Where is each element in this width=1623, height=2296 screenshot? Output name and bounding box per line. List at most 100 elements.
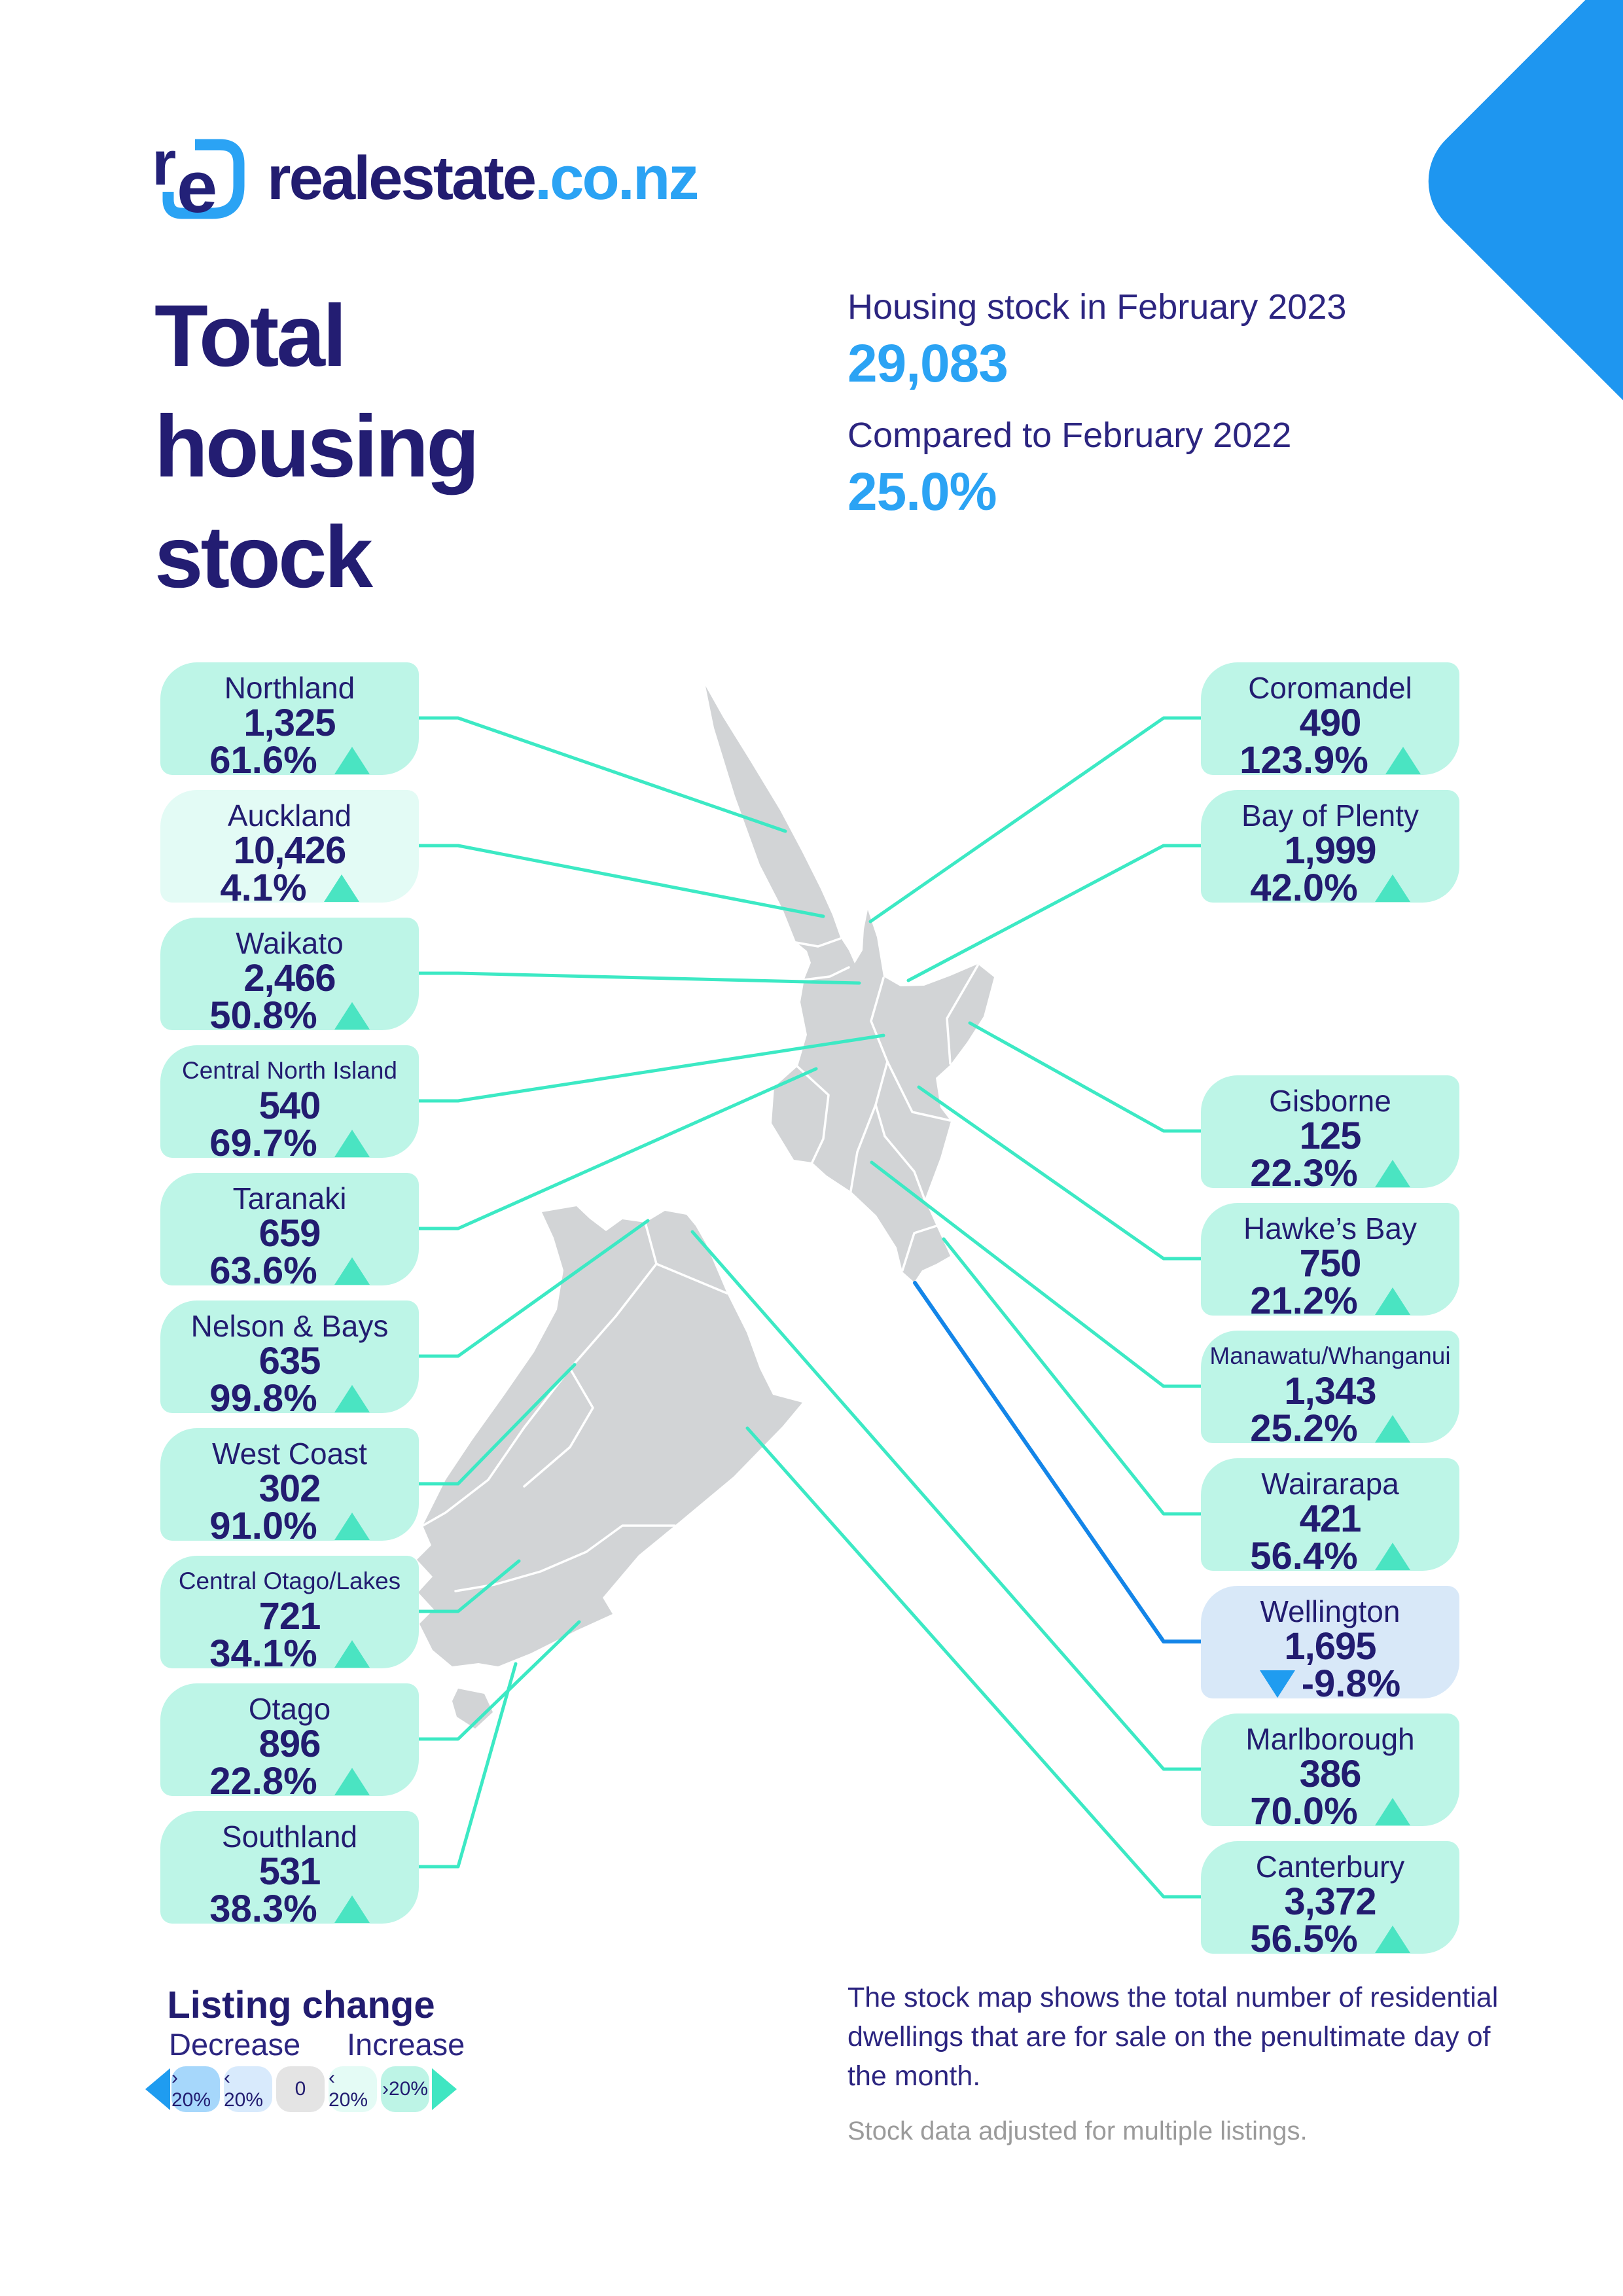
increase-triangle-icon [1374,1287,1410,1315]
region-stock-value: 659 [259,1212,321,1255]
brand-tld: .co.nz [534,143,699,212]
legend-decrease-label: Decrease [169,2027,301,2062]
region-stock-value: 1,695 [1284,1625,1376,1668]
compare-label: Compared to February 2022 [847,416,1292,455]
increase-triangle-icon [334,1895,370,1923]
region-change: 99.8% [160,1380,419,1418]
region-card-auckland: Auckland 10,426 4.1% [160,790,419,907]
increase-triangle-icon [334,1385,370,1412]
headline-stats: Housing stock in February 2023 29,083 Co… [847,287,1436,522]
region-card-northland: Northland 1,325 61.6% [160,662,419,780]
region-stock-value: 635 [259,1340,321,1382]
legend-bucket-increase-over-20: ›20% [381,2066,429,2112]
legend-bucket-decrease-under-20: ‹ 20% [224,2066,272,2112]
region-change: 123.9% [1201,742,1459,780]
increase-triangle-icon [1374,1543,1410,1570]
increase-triangle-icon [334,747,370,774]
region-name: Taranaki [232,1181,347,1215]
region-change: 56.4% [1201,1537,1459,1575]
connector-line-manawatu-whanganui [870,1160,1203,1388]
region-card-waikato: Waikato 2,466 50.8% [160,918,419,1035]
region-name: Wairarapa [1261,1467,1399,1501]
region-card-central-north-island: Central North Island 540 69.7% [160,1045,419,1162]
region-stock-value: 125 [1299,1115,1362,1157]
increase-triangle-icon [334,1768,370,1795]
compare-value: 25.0% [847,462,997,522]
connector-line-bay-of-plenty [906,844,1203,982]
region-name: West Coast [212,1437,367,1471]
region-stock-value: 386 [1299,1753,1362,1795]
region-stock-value: 531 [259,1850,321,1893]
region-name: Northland [224,671,355,705]
region-card-central-otago-lakes: Central Otago/Lakes 721 34.1% [160,1556,419,1673]
increase-triangle-icon [1374,1926,1410,1953]
connector-line-west-coast [417,1363,577,1486]
increase-triangle-icon [334,1640,370,1668]
region-stock-value: 490 [1299,702,1362,744]
region-change: 22.3% [1201,1155,1459,1193]
region-card-canterbury: Canterbury 3,372 56.5% [1201,1841,1459,1958]
stock-value: 29,083 [847,334,1008,393]
connector-line-northland [417,716,787,833]
footnote: The stock map shows the total number of … [847,1978,1502,2151]
increase-triangle-icon [334,1513,370,1540]
legend-increase-label: Increase [347,2027,465,2062]
region-change: 42.0% [1201,869,1459,907]
connector-line-wairarapa [942,1237,1203,1516]
region-card-gisborne: Gisborne 125 22.3% [1201,1075,1459,1193]
decrease-arrow-icon [145,2068,170,2110]
region-boundaries [421,937,979,1592]
brand-logo: r e realestate.co.nz [154,131,699,229]
logo-frame [162,139,245,219]
region-stock-value: 1,325 [243,702,336,744]
brand-wordmark: realestate.co.nz [267,143,699,213]
connector-line-nelson-bays [417,1219,650,1358]
increase-triangle-icon [1374,1415,1410,1443]
region-name: Otago [248,1692,331,1726]
region-stock-value: 2,466 [243,957,336,999]
logo-letter-e: e [177,146,217,228]
region-name: Marlborough [1245,1722,1415,1756]
increase-triangle-icon [1385,747,1421,774]
increase-triangle-icon [1374,1160,1410,1187]
region-card-bay-of-plenty: Bay of Plenty 1,999 42.0% [1201,790,1459,907]
connector-line-southland [417,1662,518,1869]
region-name: Canterbury [1255,1850,1405,1884]
region-change: 56.5% [1201,1920,1459,1958]
region-stock-value: 721 [259,1595,321,1638]
connector-line-central-otago-lakes [417,1559,521,1613]
connector-line-otago [417,1620,581,1741]
region-change: 63.6% [160,1252,419,1290]
connector-line-wellington [913,1281,1203,1643]
increase-triangle-icon [1374,874,1410,902]
legend-bucket-zero: 0 [276,2066,325,2112]
region-card-marlborough: Marlborough 386 70.0% [1201,1713,1459,1831]
region-card-taranaki: Taranaki 659 63.6% [160,1173,419,1290]
region-stock-value: 1,999 [1284,829,1376,872]
region-change: 61.6% [160,742,419,780]
legend-title: Listing change [167,1984,435,2026]
region-change: -9.8% [1201,1665,1459,1703]
region-name: Manawatu/Whanganui [1209,1342,1451,1369]
increase-triangle-icon [323,874,359,902]
region-change: 69.7% [160,1124,419,1162]
increase-triangle-icon [334,1130,370,1157]
region-stock-value: 10,426 [233,829,346,872]
region-stock-value: 1,343 [1284,1370,1376,1412]
region-stock-value: 421 [1299,1498,1362,1540]
region-name: Central Otago/Lakes [178,1568,401,1594]
region-name: Auckland [227,798,352,833]
connector-line-canterbury [745,1426,1203,1899]
region-card-southland: Southland 531 38.3% [160,1811,419,1928]
region-name: Bay of Plenty [1241,798,1419,833]
region-card-manawatu-whanganui: Manawatu/Whanganui 1,343 25.2% [1201,1331,1459,1448]
connector-line-taranaki [417,1067,818,1230]
connector-line-waikato [417,971,861,985]
increase-arrow-icon [432,2068,457,2110]
region-name: Waikato [236,926,344,960]
region-change: 50.8% [160,997,419,1035]
region-change: 70.0% [1201,1793,1459,1831]
brand-name: realestate [267,143,537,212]
